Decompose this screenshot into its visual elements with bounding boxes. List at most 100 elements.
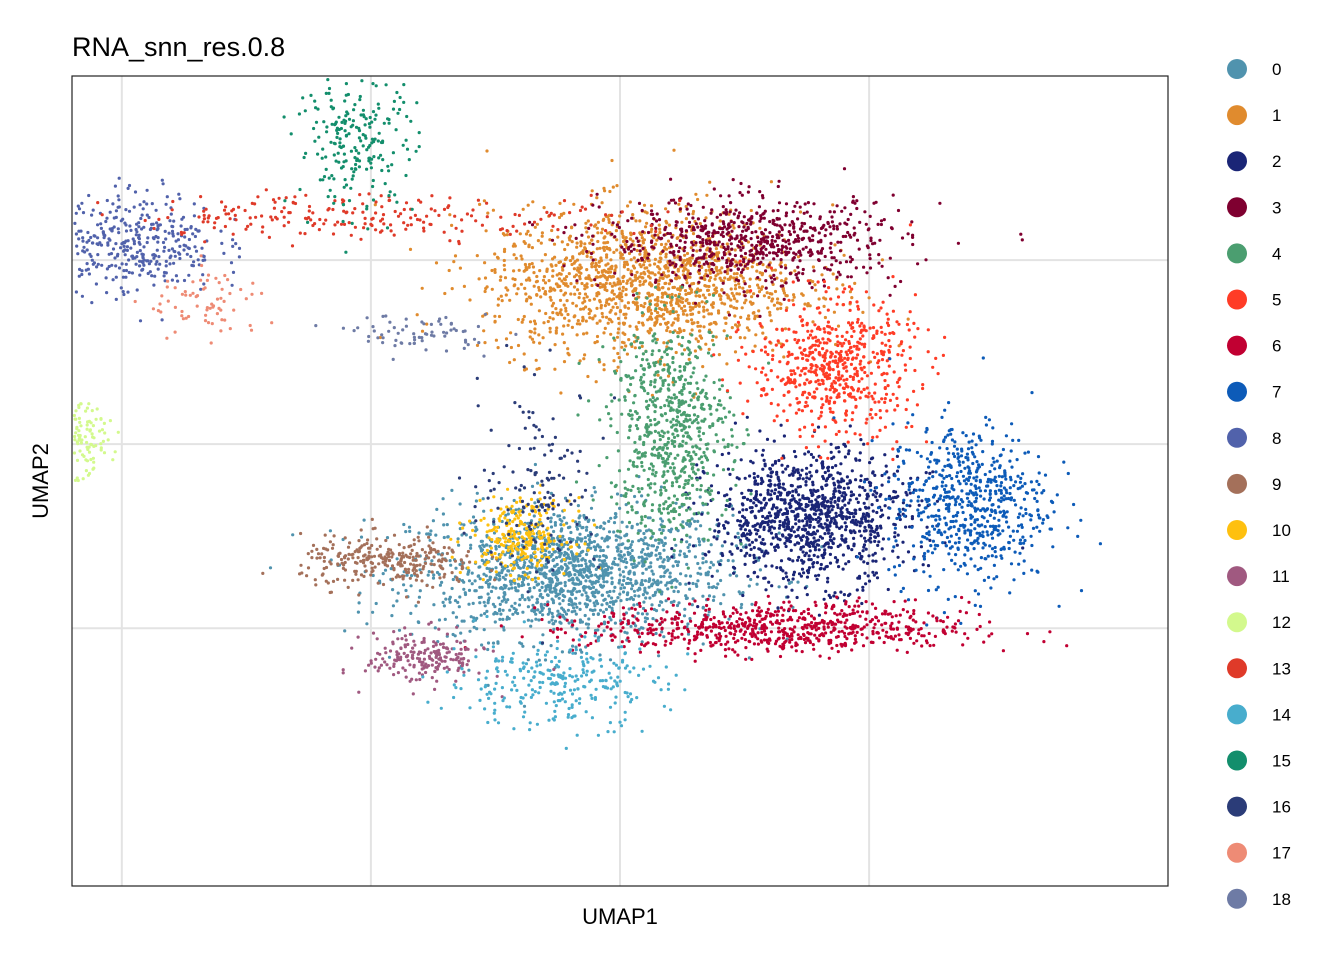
point-cluster-2	[801, 534, 805, 539]
point-cluster-2	[715, 518, 720, 522]
point-cluster-3	[792, 230, 797, 234]
point-cluster-3	[1019, 232, 1023, 236]
point-cluster-2	[736, 546, 740, 550]
point-cluster-1	[618, 310, 623, 314]
point-cluster-2	[813, 532, 817, 536]
point-cluster-0	[593, 608, 597, 612]
point-cluster-1	[558, 298, 563, 302]
point-cluster-2	[842, 497, 847, 501]
point-cluster-2	[836, 497, 841, 501]
point-cluster-3	[784, 245, 788, 249]
point-cluster-3	[851, 195, 856, 199]
point-cluster-3	[761, 212, 765, 216]
point-cluster-2	[781, 512, 785, 517]
point-cluster-0	[468, 535, 473, 540]
point-cluster-2	[762, 576, 766, 580]
point-cluster-1	[570, 226, 574, 230]
point-cluster-1	[586, 374, 590, 379]
point-cluster-3	[759, 237, 764, 241]
point-cluster-0	[479, 613, 483, 617]
point-cluster-1	[514, 256, 518, 260]
point-cluster-2	[754, 516, 758, 520]
point-cluster-0	[602, 622, 607, 626]
point-cluster-0	[463, 592, 468, 597]
point-cluster-1	[593, 314, 597, 318]
point-cluster-1	[726, 296, 730, 300]
point-cluster-1	[719, 294, 723, 298]
point-cluster-2	[775, 470, 779, 474]
point-cluster-1	[607, 218, 611, 222]
point-cluster-1	[575, 333, 579, 337]
point-cluster-2	[797, 519, 801, 523]
point-cluster-1	[735, 272, 739, 276]
point-cluster-2	[766, 488, 770, 492]
point-cluster-1	[720, 301, 724, 305]
point-cluster-0	[650, 544, 654, 548]
point-cluster-0	[617, 557, 622, 561]
point-cluster-1	[571, 301, 575, 305]
point-cluster-0	[696, 571, 700, 575]
point-cluster-2	[814, 517, 818, 522]
point-cluster-0	[516, 563, 520, 567]
point-cluster-1	[740, 306, 744, 310]
point-cluster-0	[572, 568, 576, 572]
point-cluster-2	[792, 466, 796, 470]
point-cluster-2	[836, 503, 840, 507]
point-cluster-2	[882, 557, 886, 561]
point-cluster-1	[415, 313, 419, 317]
point-cluster-0	[676, 590, 680, 594]
point-cluster-1	[656, 285, 660, 289]
point-cluster-3	[764, 247, 768, 251]
point-cluster-2	[761, 514, 765, 519]
point-cluster-2	[837, 565, 841, 569]
point-cluster-1	[618, 251, 622, 255]
point-cluster-3	[737, 239, 742, 244]
point-cluster-0	[559, 565, 563, 569]
point-cluster-1	[519, 254, 523, 258]
point-cluster-0	[493, 605, 497, 609]
point-cluster-2	[797, 493, 801, 497]
point-cluster-0	[644, 529, 649, 533]
point-cluster-1	[713, 277, 717, 281]
point-cluster-3	[701, 241, 705, 245]
point-cluster-2	[829, 500, 833, 505]
point-cluster-2	[731, 507, 735, 511]
point-cluster-0	[518, 641, 522, 645]
point-cluster-3	[721, 205, 725, 209]
point-cluster-1	[556, 312, 560, 317]
point-cluster-1	[520, 257, 524, 261]
point-cluster-1	[746, 266, 750, 270]
point-cluster-1	[811, 265, 816, 269]
point-cluster-1	[674, 293, 678, 298]
point-cluster-1	[559, 391, 563, 395]
point-cluster-2	[803, 508, 807, 512]
point-cluster-0	[649, 561, 653, 565]
point-cluster-2	[759, 493, 763, 497]
point-cluster-0	[543, 553, 547, 557]
point-cluster-1	[443, 291, 447, 296]
point-cluster-3	[756, 235, 760, 240]
point-cluster-2	[843, 455, 848, 459]
point-cluster-0	[604, 607, 609, 612]
point-cluster-1	[621, 275, 625, 280]
point-cluster-1	[533, 225, 537, 229]
point-cluster-3	[741, 268, 745, 272]
point-cluster-3	[828, 210, 832, 214]
point-cluster-3	[710, 267, 714, 272]
point-cluster-0	[522, 704, 527, 708]
point-cluster-2	[801, 519, 805, 523]
point-cluster-3	[750, 243, 754, 247]
point-cluster-0	[581, 585, 586, 590]
point-cluster-0	[391, 604, 395, 608]
point-cluster-1	[528, 233, 532, 237]
point-cluster-0	[678, 582, 682, 586]
point-cluster-2	[799, 545, 803, 550]
point-cluster-0	[613, 562, 617, 567]
point-cluster-3	[781, 284, 785, 288]
point-cluster-2	[846, 544, 850, 549]
point-cluster-1	[615, 248, 619, 252]
point-cluster-2	[767, 479, 772, 483]
point-cluster-1	[732, 272, 737, 276]
point-cluster-2	[896, 555, 900, 559]
point-cluster-0	[553, 564, 557, 568]
